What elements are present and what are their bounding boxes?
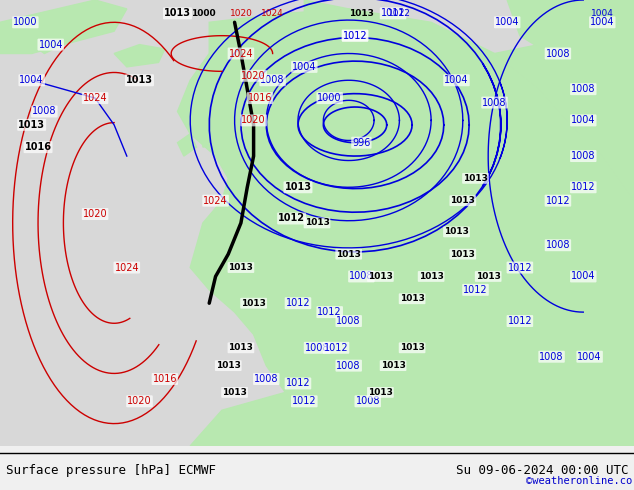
Text: 1008: 1008 xyxy=(546,49,570,58)
Text: 1020: 1020 xyxy=(242,71,266,81)
Polygon shape xyxy=(178,9,634,446)
Text: 1008: 1008 xyxy=(546,240,570,250)
Text: 1013: 1013 xyxy=(18,120,45,130)
Text: 1012: 1012 xyxy=(343,31,367,41)
Text: 1008: 1008 xyxy=(349,271,373,281)
Text: 1008: 1008 xyxy=(571,84,595,94)
Text: 1024: 1024 xyxy=(229,49,253,58)
Polygon shape xyxy=(0,0,127,53)
Text: 1004: 1004 xyxy=(495,17,519,27)
Text: 1004: 1004 xyxy=(39,40,63,49)
Polygon shape xyxy=(114,45,165,67)
Text: 1008: 1008 xyxy=(305,343,329,353)
Text: 1013: 1013 xyxy=(368,272,393,281)
Text: 1012: 1012 xyxy=(508,263,532,272)
Text: ©weatheronline.co.uk: ©weatheronline.co.uk xyxy=(526,476,634,487)
Text: 1012: 1012 xyxy=(463,285,488,295)
Text: 1020: 1020 xyxy=(83,209,107,219)
Text: Surface pressure [hPa] ECMWF: Surface pressure [hPa] ECMWF xyxy=(6,464,216,477)
Text: 1004: 1004 xyxy=(591,9,614,18)
Text: 1013: 1013 xyxy=(399,294,425,303)
Text: 1008: 1008 xyxy=(540,352,564,362)
Text: 1013: 1013 xyxy=(164,8,191,19)
Text: 1013: 1013 xyxy=(126,75,153,85)
Text: 1000: 1000 xyxy=(13,17,37,27)
Text: 1004: 1004 xyxy=(571,115,595,125)
Text: 1012: 1012 xyxy=(546,196,570,206)
Text: 1013: 1013 xyxy=(418,272,444,281)
Text: 1004: 1004 xyxy=(578,352,602,362)
Text: 1013: 1013 xyxy=(228,263,254,272)
Polygon shape xyxy=(292,0,412,125)
Text: 1013: 1013 xyxy=(444,227,469,236)
Text: 1008: 1008 xyxy=(337,361,361,370)
Text: 1016: 1016 xyxy=(248,93,272,103)
Polygon shape xyxy=(178,134,197,156)
Polygon shape xyxy=(507,0,634,89)
Text: 1013: 1013 xyxy=(463,174,488,183)
Text: 1024: 1024 xyxy=(115,263,139,272)
Text: 1013: 1013 xyxy=(228,343,254,352)
Text: 1024: 1024 xyxy=(261,9,284,18)
Text: 1024: 1024 xyxy=(204,196,228,206)
Polygon shape xyxy=(254,312,368,366)
Polygon shape xyxy=(495,45,634,201)
Text: 1013: 1013 xyxy=(368,388,393,397)
Polygon shape xyxy=(190,392,412,446)
Text: 996: 996 xyxy=(353,138,370,147)
Text: 1004: 1004 xyxy=(571,271,595,281)
Text: 1013: 1013 xyxy=(450,250,476,259)
Text: 1013: 1013 xyxy=(450,196,476,205)
Text: 1000: 1000 xyxy=(191,9,215,18)
Text: 1012: 1012 xyxy=(508,316,532,326)
Text: 1008: 1008 xyxy=(337,316,361,326)
Text: 1012: 1012 xyxy=(343,31,367,41)
Polygon shape xyxy=(32,36,63,53)
Text: 1012: 1012 xyxy=(278,214,305,223)
Text: 1024: 1024 xyxy=(83,93,107,103)
Text: 1004: 1004 xyxy=(292,62,316,72)
Text: 1013: 1013 xyxy=(222,388,247,397)
Text: 1013: 1013 xyxy=(336,250,361,259)
Text: 1008: 1008 xyxy=(254,374,278,384)
Text: 1012: 1012 xyxy=(318,307,342,317)
Text: 1020: 1020 xyxy=(242,115,266,125)
Text: 1004: 1004 xyxy=(20,75,44,85)
Text: 1013: 1013 xyxy=(380,361,406,370)
Text: 1013: 1013 xyxy=(285,182,311,192)
Polygon shape xyxy=(203,112,228,147)
Text: 1008: 1008 xyxy=(356,396,380,406)
Text: 1016: 1016 xyxy=(25,142,51,152)
Text: 1012: 1012 xyxy=(571,182,595,192)
Text: 1012: 1012 xyxy=(292,396,316,406)
Text: 1013: 1013 xyxy=(349,9,374,18)
Text: 1008: 1008 xyxy=(482,98,507,108)
Text: 1020: 1020 xyxy=(230,9,252,18)
Text: Su 09-06-2024 00:00 UTC (06+66): Su 09-06-2024 00:00 UTC (06+66) xyxy=(456,464,634,477)
Text: 1013: 1013 xyxy=(476,272,501,281)
Text: 1012: 1012 xyxy=(324,343,348,353)
Text: 1004: 1004 xyxy=(590,17,614,27)
Text: 1012: 1012 xyxy=(381,8,405,19)
Text: 1012: 1012 xyxy=(388,9,411,18)
Text: 1013: 1013 xyxy=(241,299,266,308)
Text: 1013: 1013 xyxy=(216,361,241,370)
Text: 1016: 1016 xyxy=(153,374,177,384)
Text: 1020: 1020 xyxy=(127,396,152,406)
Text: 1004: 1004 xyxy=(444,75,469,85)
Text: 1012: 1012 xyxy=(286,378,310,389)
Text: 1008: 1008 xyxy=(261,75,285,85)
Text: 1008: 1008 xyxy=(32,106,56,117)
Text: 1008: 1008 xyxy=(571,151,595,161)
Text: 1000: 1000 xyxy=(318,93,342,103)
Text: 1013: 1013 xyxy=(399,343,425,352)
Text: 1013: 1013 xyxy=(304,219,330,227)
Text: 1012: 1012 xyxy=(286,298,310,308)
